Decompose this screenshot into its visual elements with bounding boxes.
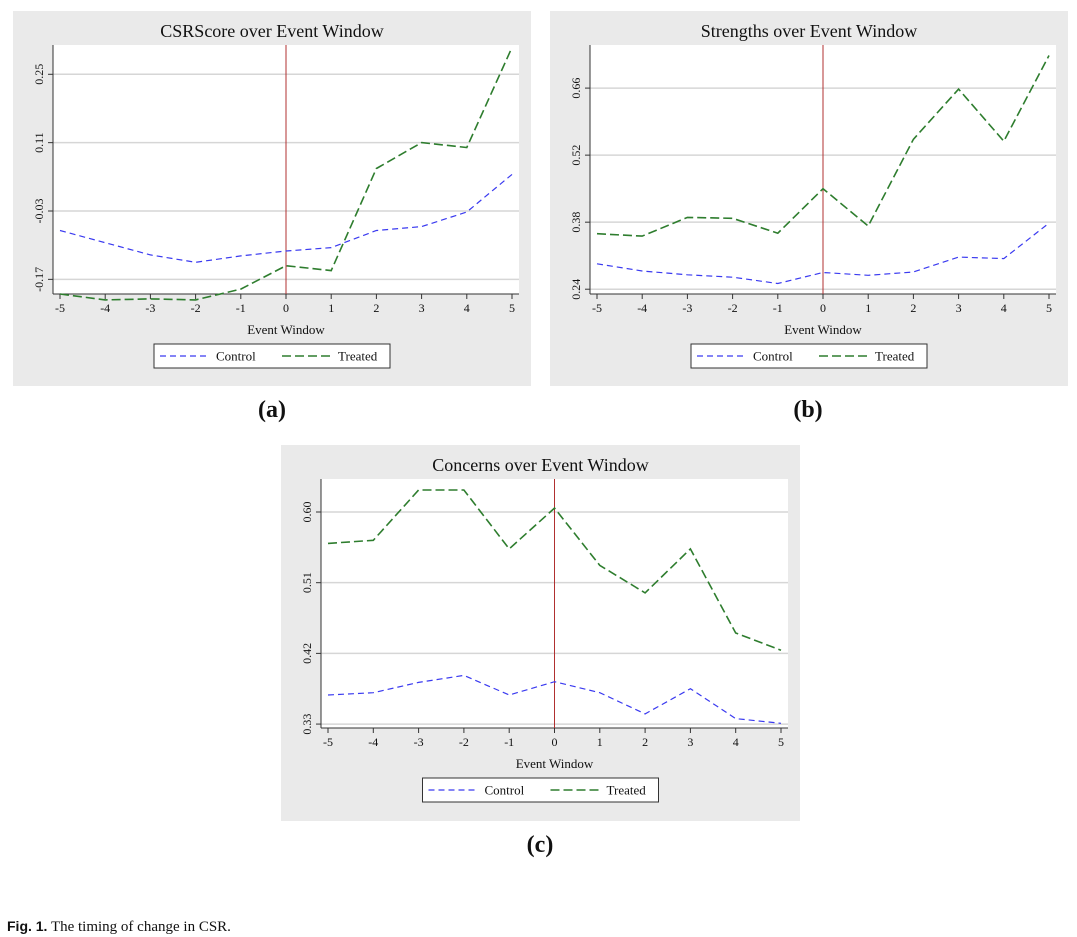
- caption-label: Fig. 1.: [7, 918, 48, 934]
- x-tick-label: -5: [323, 735, 333, 749]
- chart-panel-b: Strengths over Event Window 0.24 0.38 0.52 0…: [550, 11, 1068, 386]
- y-tick-label: 0.66: [569, 78, 583, 99]
- x-tick-label: -3: [682, 301, 692, 315]
- y-tick-label: 0.42: [300, 643, 314, 664]
- x-tick-label: 3: [419, 301, 425, 315]
- y-tick-label: 0.25: [32, 64, 46, 85]
- series-line-treated: [596, 55, 1050, 237]
- legend-label-treated: Treated: [607, 783, 647, 798]
- x-tick-label: 1: [865, 301, 871, 315]
- legend-label-control: Control: [753, 349, 793, 364]
- x-tick-label: -5: [55, 301, 65, 315]
- y-tick-label: -0.17: [32, 267, 46, 292]
- x-tick-label: -4: [368, 735, 378, 749]
- y-tick-label: 0.33: [300, 714, 314, 735]
- figure-caption: Fig. 1. The timing of change in CSR.: [7, 918, 231, 936]
- x-axis-label: Event Window: [247, 322, 325, 337]
- sublabel-a: (a): [258, 397, 286, 423]
- x-tick-label: 0: [552, 735, 558, 749]
- chart-title: CSRScore over Event Window: [160, 21, 383, 41]
- y-tick-label: 0.52: [569, 145, 583, 166]
- x-axis-label: Event Window: [516, 756, 594, 771]
- series-line-control: [596, 222, 1050, 285]
- x-tick-label: 4: [464, 301, 470, 315]
- chart-panel-a: CSRScore over Event Window -0.17 -0.03 0.11…: [13, 11, 531, 386]
- x-tick-label: -3: [145, 301, 155, 315]
- x-tick-label: 5: [1046, 301, 1052, 315]
- x-tick-label: -2: [728, 301, 738, 315]
- x-tick-label: -3: [414, 735, 424, 749]
- chart-title: Strengths over Event Window: [701, 21, 917, 41]
- caption-text: The timing of change in CSR.: [50, 919, 231, 935]
- chart-a: CSRScore over Event Window -0.17 -0.03 0.11…: [32, 21, 519, 369]
- x-tick-label: 5: [778, 735, 784, 749]
- legend: Control Treated: [690, 343, 928, 369]
- y-tick-label: 0.11: [32, 132, 46, 153]
- legend-label-treated: Treated: [875, 349, 915, 364]
- y-tick-label: -0.03: [32, 199, 46, 224]
- x-tick-label: -5: [592, 301, 602, 315]
- x-tick-label: 1: [597, 735, 603, 749]
- x-tick-label: -1: [504, 735, 514, 749]
- y-tick-label: 0.24: [569, 279, 583, 300]
- x-tick-label: -2: [459, 735, 469, 749]
- x-tick-label: 2: [642, 735, 648, 749]
- x-tick-label: 4: [1001, 301, 1007, 315]
- series-line-treated: [59, 47, 513, 301]
- legend-label-control: Control: [216, 349, 256, 364]
- chart-c: Concerns over Event Window 0.33 0.42 0.51 0.…: [300, 455, 788, 803]
- x-tick-label: -4: [100, 301, 110, 315]
- x-tick-label: 0: [820, 301, 826, 315]
- legend-label-control: Control: [485, 783, 525, 798]
- x-tick-label: 5: [509, 301, 515, 315]
- x-tick-label: -1: [236, 301, 246, 315]
- series-line-control: [327, 674, 782, 724]
- chart-b: Strengths over Event Window 0.24 0.38 0.52 0…: [569, 21, 1056, 369]
- legend: Control Treated: [422, 777, 659, 803]
- x-tick-label: -4: [637, 301, 647, 315]
- x-tick-label: 2: [910, 301, 916, 315]
- series-line-treated: [327, 489, 782, 651]
- x-tick-label: 2: [373, 301, 379, 315]
- y-tick-label: 0.60: [300, 501, 314, 522]
- legend: Control Treated: [153, 343, 391, 369]
- sublabel-b: (b): [793, 397, 823, 423]
- x-tick-label: -2: [191, 301, 201, 315]
- sublabel-c: (c): [526, 832, 554, 858]
- x-tick-label: 3: [956, 301, 962, 315]
- x-axis-label: Event Window: [784, 322, 862, 337]
- x-tick-label: 1: [328, 301, 334, 315]
- x-tick-label: -1: [773, 301, 783, 315]
- y-tick-label: 0.38: [569, 212, 583, 233]
- x-tick-label: 3: [687, 735, 693, 749]
- x-tick-label: 0: [283, 301, 289, 315]
- chart-title: Concerns over Event Window: [432, 455, 648, 475]
- x-tick-label: 4: [733, 735, 739, 749]
- y-tick-label: 0.51: [300, 572, 314, 593]
- series-line-control: [59, 173, 513, 263]
- chart-panel-c: Concerns over Event Window 0.33 0.42 0.51 0.…: [281, 445, 800, 821]
- legend-label-treated: Treated: [338, 349, 378, 364]
